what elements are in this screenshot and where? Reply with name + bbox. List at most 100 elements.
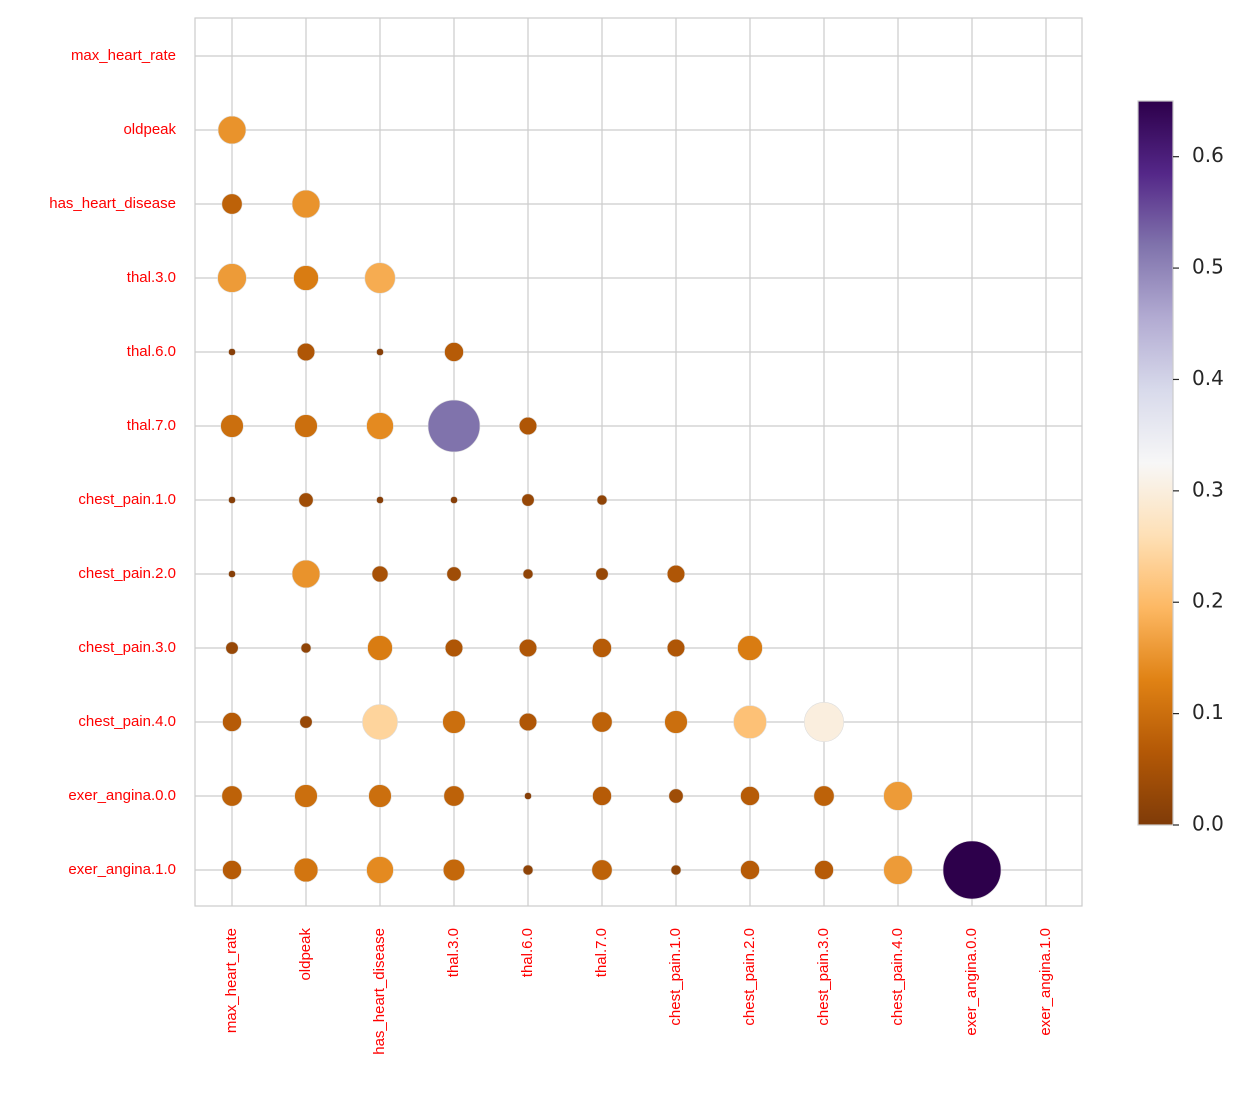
bubble	[294, 784, 318, 808]
bubble	[450, 496, 458, 504]
bubble	[294, 414, 318, 438]
bubble	[522, 568, 534, 580]
x-tick-label: chest_pain.4.0	[889, 928, 906, 1026]
bubble	[367, 635, 393, 661]
bubble	[221, 193, 243, 215]
bubble	[222, 860, 242, 880]
bubble	[291, 559, 321, 589]
bubble	[376, 348, 384, 356]
x-tick-label: thal.6.0	[519, 928, 536, 977]
bubble	[883, 781, 913, 811]
bubble	[220, 414, 244, 438]
y-tick-label: chest_pain.1.0	[78, 491, 176, 508]
bubble	[666, 638, 686, 658]
y-tick-label: thal.7.0	[127, 417, 176, 434]
bubble	[444, 342, 464, 362]
bubble	[446, 566, 462, 582]
x-tick-label: exer_angina.0.0	[963, 928, 980, 1036]
bubble	[228, 348, 236, 356]
bubble	[296, 342, 316, 362]
bubble	[803, 701, 845, 743]
bubble	[518, 638, 538, 658]
bubble	[592, 638, 612, 658]
bubble	[524, 792, 532, 800]
colorbar-tick-label: 0.2	[1192, 589, 1224, 613]
x-tick-label: thal.3.0	[445, 928, 462, 977]
plot-frame	[194, 17, 1083, 907]
colorbar-tick-label: 0.4	[1192, 366, 1224, 390]
bubble	[521, 493, 535, 507]
x-tick-label: thal.7.0	[593, 928, 610, 977]
x-tick-label: exer_angina.1.0	[1037, 928, 1054, 1036]
bubble	[368, 784, 392, 808]
bubble	[376, 496, 384, 504]
bubble	[591, 859, 613, 881]
bubble	[427, 399, 481, 453]
colorbar	[1137, 100, 1174, 826]
bubble	[366, 856, 394, 884]
bubble	[293, 265, 319, 291]
bubble	[371, 565, 389, 583]
colorbar-tick-label: 0.5	[1192, 255, 1224, 279]
bubble	[668, 788, 684, 804]
bubble	[591, 711, 613, 733]
bubble	[733, 705, 767, 739]
bubble	[291, 189, 321, 219]
bubble	[364, 262, 396, 294]
bubble	[737, 635, 763, 661]
bubble	[595, 567, 609, 581]
bubble	[217, 115, 247, 145]
bubble	[228, 496, 236, 504]
bubble	[225, 641, 239, 655]
y-tick-label: chest_pain.3.0	[78, 639, 176, 656]
y-tick-label: max_heart_rate	[71, 47, 176, 64]
bubble	[666, 564, 686, 584]
x-tick-label: oldpeak	[297, 928, 314, 981]
y-tick-label: exer_angina.0.0	[68, 787, 176, 804]
x-tick-label: chest_pain.3.0	[815, 928, 832, 1026]
colorbar-tick-label: 0.1	[1192, 700, 1224, 724]
bubble	[293, 857, 319, 883]
colorbar-tick-label: 0.3	[1192, 477, 1224, 501]
bubble	[670, 864, 682, 876]
bubble	[740, 860, 760, 880]
x-tick-label: chest_pain.2.0	[741, 928, 758, 1026]
x-tick-label: has_heart_disease	[371, 928, 388, 1055]
bubble	[362, 704, 398, 740]
bubble	[298, 492, 314, 508]
bubble	[217, 263, 247, 293]
bubble	[883, 855, 913, 885]
x-tick-label: max_heart_rate	[223, 928, 240, 1033]
bubble	[366, 412, 394, 440]
y-tick-label: thal.6.0	[127, 343, 176, 360]
bubble	[522, 864, 534, 876]
bubble	[814, 860, 834, 880]
colorbar-tick-label: 0.6	[1192, 143, 1224, 167]
y-tick-label: exer_angina.1.0	[68, 861, 176, 878]
bubble	[228, 570, 236, 578]
y-tick-label: chest_pain.2.0	[78, 565, 176, 582]
y-tick-label: chest_pain.4.0	[78, 713, 176, 730]
bubble	[299, 715, 313, 729]
bubble	[664, 710, 688, 734]
bubble	[518, 416, 538, 436]
y-tick-label: oldpeak	[123, 121, 176, 138]
bubble	[222, 712, 242, 732]
bubble	[813, 785, 835, 807]
bubble	[740, 786, 760, 806]
bubble	[443, 785, 465, 807]
bubble	[300, 642, 312, 654]
bubble	[596, 494, 608, 506]
y-tick-label: thal.3.0	[127, 269, 176, 286]
colorbar-tick-label: 0.0	[1192, 812, 1224, 836]
bubble	[592, 786, 612, 806]
x-tick-label: chest_pain.1.0	[667, 928, 684, 1026]
bubble	[442, 710, 466, 734]
bubble	[442, 858, 466, 882]
bubble	[444, 638, 464, 658]
bubble	[518, 712, 538, 732]
bubble	[942, 840, 1002, 900]
y-tick-label: has_heart_disease	[49, 195, 176, 212]
